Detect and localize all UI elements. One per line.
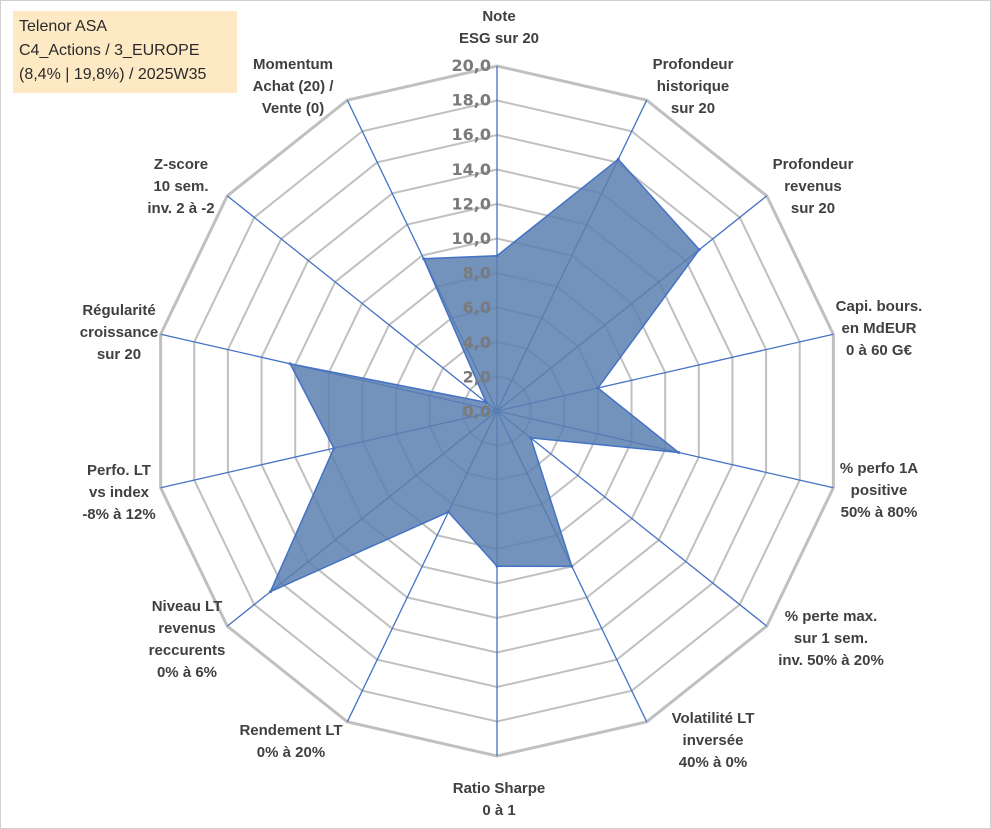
- data-point: [616, 157, 620, 161]
- axis-label: Régularité croissance sur 20: [80, 302, 158, 363]
- data-point: [596, 386, 600, 390]
- tick-label: 18,0: [452, 91, 491, 110]
- data-point: [332, 446, 336, 450]
- tick-label: 8,0: [463, 264, 491, 283]
- tick-label: 16,0: [452, 125, 491, 144]
- tick-label: 6,0: [463, 298, 491, 317]
- data-point: [495, 254, 499, 258]
- info-category: C4_Actions / 3_EUROPE: [19, 42, 200, 59]
- tick-label: 0,0: [463, 402, 491, 421]
- info-company: Telenor ASA: [19, 18, 108, 35]
- axis-label: Niveau LT revenus reccurents 0% à 6%: [149, 598, 226, 681]
- axis-label: Profondeur revenus sur 20: [773, 156, 854, 217]
- tick-label: 14,0: [452, 160, 491, 179]
- axis-label: Z-score 10 sem. inv. 2 à -2: [147, 156, 214, 217]
- data-point: [288, 362, 292, 366]
- axis-label: Profondeur historique sur 20: [653, 56, 734, 117]
- tick-label: 4,0: [463, 333, 491, 352]
- axis-label: % perte max. sur 1 sem. inv. 50% à 20%: [778, 608, 884, 669]
- data-point: [697, 248, 701, 252]
- data-point: [495, 564, 499, 568]
- axis-label: Perfo. LT vs index -8% à 12%: [82, 462, 155, 523]
- tick-label: 10,0: [452, 229, 491, 248]
- axis-label: % perfo 1A positive 50% à 80%: [840, 460, 919, 521]
- tick-label: 2,0: [463, 367, 491, 386]
- axis-spoke: [496, 410, 768, 627]
- info-box: Telenor ASA C4_Actions / 3_EUROPE (8,4% …: [13, 11, 237, 93]
- tick-label: 12,0: [452, 194, 491, 213]
- data-point: [570, 564, 574, 568]
- data-point: [484, 400, 488, 404]
- info-stats: (8,4% | 19,8%) / 2025W35: [19, 66, 207, 83]
- data-point: [422, 257, 426, 261]
- axis-label: Volatilité LT inversée 40% à 0%: [672, 710, 755, 771]
- axis-label: Ratio Sharpe 0 à 1: [453, 780, 546, 819]
- data-point: [268, 590, 272, 594]
- tick-label: 20,0: [452, 56, 491, 75]
- axis-label: Momentum Achat (20) / Vente (0): [253, 56, 335, 117]
- axis-label: Capi. bours. en MdEUR 0 à 60 G€: [836, 298, 923, 359]
- axis-label: Note ESG sur 20: [459, 8, 539, 47]
- axis-spoke: [226, 195, 498, 412]
- axis-label: Rendement LT 0% à 20%: [239, 722, 342, 761]
- data-point: [677, 450, 681, 454]
- data-point: [529, 436, 533, 440]
- data-point: [446, 510, 450, 514]
